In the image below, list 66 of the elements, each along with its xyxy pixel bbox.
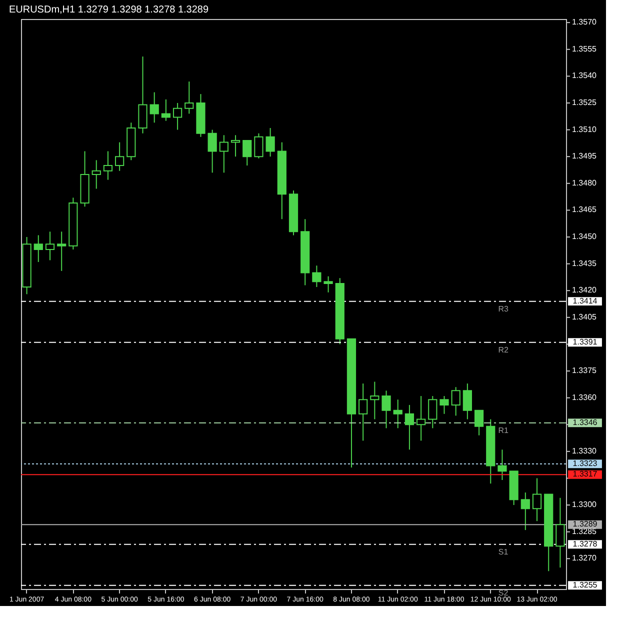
ref-line-label: R3 xyxy=(498,304,509,314)
y-tick-label: 1.3330 xyxy=(572,446,598,456)
y-tick-label: 1.3375 xyxy=(572,366,598,376)
candlestick xyxy=(172,102,182,130)
y-tick-label: 1.3495 xyxy=(572,152,598,161)
y-tick-label: 1.3525 xyxy=(572,98,598,107)
text: 1.3391 xyxy=(572,337,598,346)
candlestick xyxy=(370,381,380,420)
candlestick xyxy=(428,396,438,429)
candlestick xyxy=(556,497,565,568)
candlestick xyxy=(532,478,542,522)
y-tick-label: 1.3540 xyxy=(572,71,598,80)
y-tick-label: 1.3285 xyxy=(572,526,598,536)
y-tick-label: 1.3435 xyxy=(572,258,598,268)
candlestick xyxy=(324,276,333,293)
candlestick xyxy=(358,383,368,442)
candlestick xyxy=(45,231,55,261)
text: 1.3289 xyxy=(572,520,598,529)
candlestick xyxy=(57,231,66,272)
y-tick-label: 1.3405 xyxy=(572,312,598,322)
candlestick xyxy=(440,396,449,414)
candlestick xyxy=(219,134,228,174)
candlestick xyxy=(184,81,194,114)
candlestick xyxy=(34,234,43,263)
text: 1.3255 xyxy=(572,580,598,590)
chart-title: EURUSDm,H1 1.3279 1.3298 1.3278 1.3289 xyxy=(8,4,209,16)
candlestick xyxy=(382,390,391,429)
candlestick xyxy=(230,134,240,158)
candlestick xyxy=(254,132,264,159)
ref-line-label: R2 xyxy=(498,345,509,354)
candlestick xyxy=(451,386,460,416)
candlestick xyxy=(150,92,159,124)
candlestick xyxy=(393,399,402,429)
candlestick xyxy=(520,492,530,531)
y-tick-label: 1.3510 xyxy=(572,124,598,134)
text: 1.3346 xyxy=(572,418,598,427)
candlestick xyxy=(462,383,472,420)
text: 1.3278 xyxy=(572,539,598,548)
y-tick-label: 1.3270 xyxy=(572,554,598,563)
candlestick xyxy=(92,160,101,190)
candlestick xyxy=(242,140,252,166)
text: 1.3323 xyxy=(572,458,598,468)
y-tick-label: 1.3360 xyxy=(572,392,598,402)
candlestick xyxy=(312,265,322,288)
y-tick-label: 1.3555 xyxy=(572,44,598,54)
ref-line-label: S2 xyxy=(498,588,509,598)
y-tick-label: 1.3480 xyxy=(572,178,598,188)
y-tick-label: 1.3300 xyxy=(572,500,598,510)
y-tick-label: 1.3465 xyxy=(572,205,598,214)
candlestick xyxy=(161,98,171,122)
text: 1.3414 xyxy=(572,296,598,306)
candlestick xyxy=(208,129,217,174)
ref-line-label: S1 xyxy=(498,547,509,556)
candlestick xyxy=(498,449,507,481)
candlestick xyxy=(138,56,148,134)
ref-line-label: R1 xyxy=(498,426,509,435)
y-tick-label: 1.3450 xyxy=(572,232,598,241)
y-tick-label: 1.3420 xyxy=(572,286,598,295)
candlestick xyxy=(115,142,124,172)
y-tick-label: 1.3570 xyxy=(572,18,598,27)
candlestick xyxy=(266,127,275,158)
candlestick xyxy=(474,410,484,436)
text: 1.3317 xyxy=(572,470,598,479)
candlestick xyxy=(416,396,426,442)
candlestick xyxy=(404,404,414,450)
candlestick xyxy=(103,150,113,180)
